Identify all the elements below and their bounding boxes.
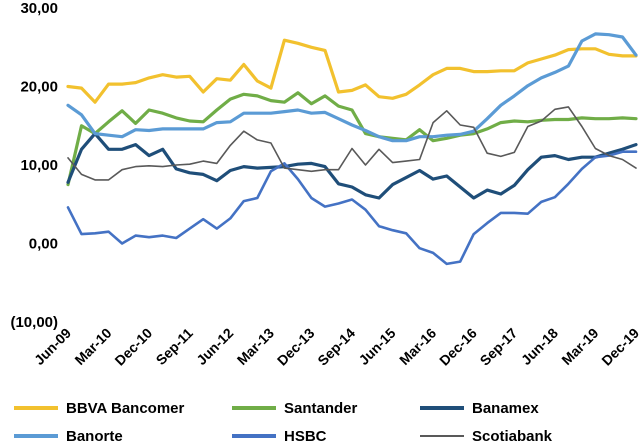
y-tick-label: 10,00 bbox=[20, 157, 58, 174]
legend-label-santander: Santander bbox=[284, 399, 358, 417]
x-tick-label: Jun-18 bbox=[518, 325, 561, 368]
legend-label-banamex: Banamex bbox=[472, 399, 539, 417]
legend-item-bbva-bancomer: BBVA Bancomer bbox=[14, 398, 184, 418]
legend-label-hsbc: HSBC bbox=[284, 427, 327, 445]
series-line-bbva-bancomer bbox=[66, 38, 638, 104]
y-tick-label: 20,00 bbox=[20, 79, 58, 96]
legend-swatch-bbva-bancomer bbox=[14, 406, 58, 410]
y-tick-label: 30,00 bbox=[20, 0, 58, 17]
legend-swatch-banorte bbox=[14, 434, 58, 438]
legend-label-banorte: Banorte bbox=[66, 427, 123, 445]
legend-swatch-santander bbox=[232, 406, 276, 410]
legend-swatch-banamex bbox=[420, 406, 464, 410]
series-line-scotiabank bbox=[67, 106, 637, 181]
x-tick-label: Jun-09 bbox=[31, 325, 74, 368]
x-tick-label: Dec-13 bbox=[274, 325, 318, 369]
legend-item-banamex: Banamex bbox=[420, 398, 539, 418]
x-tick-label: Dec-19 bbox=[598, 325, 640, 369]
y-tick-label: 0,00 bbox=[29, 236, 58, 253]
y-axis: 30,00 20,00 10,00 0,00 (10,00) bbox=[10, 0, 58, 331]
x-tick-label: Mar-13 bbox=[234, 325, 277, 368]
series-layer bbox=[66, 32, 638, 266]
legend-item-hsbc: HSBC bbox=[232, 426, 327, 446]
legend-swatch-hsbc bbox=[232, 434, 276, 438]
series-line-santander bbox=[66, 91, 638, 187]
legend-swatch-scotiabank bbox=[420, 435, 464, 437]
x-tick-label: Sep-14 bbox=[314, 325, 358, 369]
x-tick-label: Mar-19 bbox=[558, 325, 601, 368]
legend-item-banorte: Banorte bbox=[14, 426, 123, 446]
legend: BBVA Bancomer Santander Banamex Banorte … bbox=[0, 396, 640, 448]
legend-label-scotiabank: Scotiabank bbox=[472, 427, 553, 445]
series-line-banamex bbox=[66, 132, 638, 200]
x-tick-label: Sep-17 bbox=[477, 325, 521, 369]
legend-item-santander: Santander bbox=[232, 398, 357, 418]
legend-item-scotiabank: Scotiabank bbox=[420, 426, 552, 446]
x-tick-label: Dec-10 bbox=[111, 325, 155, 369]
x-axis: Jun-09Mar-10Dec-10Sep-11Jun-12Mar-13Dec-… bbox=[31, 325, 640, 369]
series-line-banorte bbox=[66, 32, 638, 143]
x-tick-label: Jun-15 bbox=[355, 325, 398, 368]
series-line-hsbc bbox=[66, 150, 638, 266]
legend-label-bbva-bancomer: BBVA Bancomer bbox=[66, 399, 185, 417]
x-tick-label: Mar-16 bbox=[396, 325, 439, 368]
x-tick-label: Dec-16 bbox=[436, 325, 480, 369]
x-tick-label: Sep-11 bbox=[153, 325, 196, 368]
x-tick-label: Jun-12 bbox=[193, 325, 236, 368]
x-tick-label: Mar-10 bbox=[71, 325, 114, 368]
y-tick-label: (10,00) bbox=[10, 314, 58, 331]
